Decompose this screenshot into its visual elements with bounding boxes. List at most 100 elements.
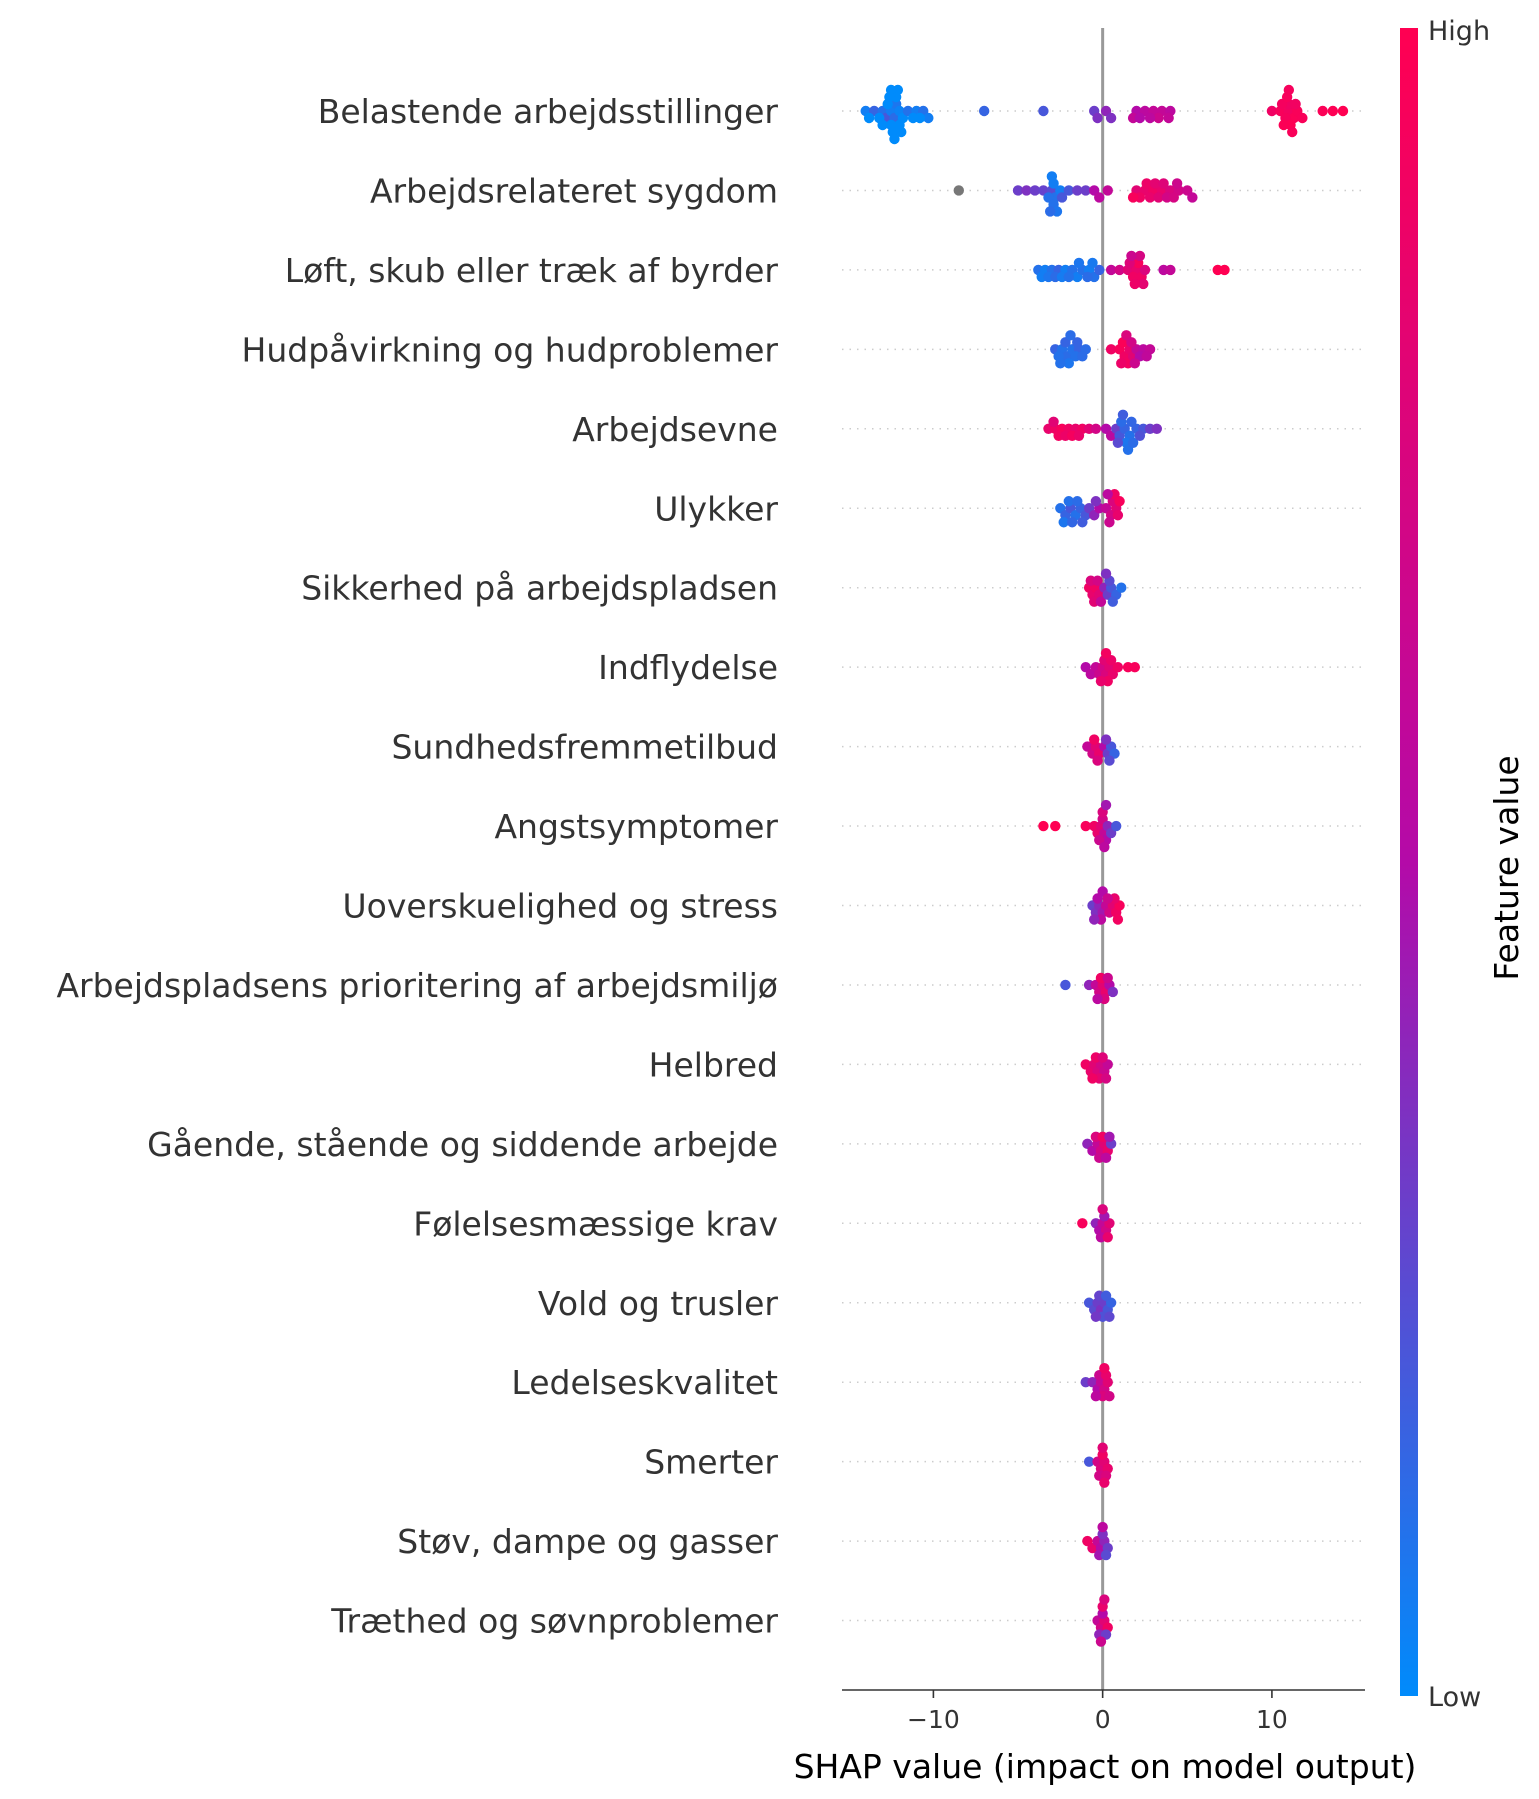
data-point [1165,264,1176,276]
data-point [1117,409,1129,420]
colorbar-low-label: Low [1428,1682,1481,1713]
feature-label: Angstsymptomer [494,807,778,846]
data-point [1102,972,1113,984]
data-point [1317,105,1328,117]
feature-label: Følelsesmæssige krav [413,1204,778,1243]
data-point [889,133,900,145]
data-point [1129,661,1141,673]
data-point [1082,271,1093,283]
data-point [1063,271,1075,283]
scatter-points [860,84,1349,1647]
data-point [1104,1311,1115,1322]
data-point [1105,264,1117,276]
data-point [1094,192,1105,203]
data-point [1104,755,1115,766]
feature-label: Løft, skub eller træk af byrder [285,251,779,290]
data-point [1063,496,1075,507]
data-point [1056,192,1068,203]
feature-label: Ledelseskvalitet [511,1363,778,1402]
data-point [1116,582,1127,593]
data-point [1158,178,1169,189]
data-point [1126,250,1137,262]
data-point [1105,112,1117,124]
data-point [1116,358,1127,369]
data-point [1327,105,1339,117]
feature-label: Arbejdspladsens prioritering af arbejdsm… [56,966,778,1005]
feature-label: Sundhedsfremmetilbud [391,728,778,767]
data-point [1283,84,1295,96]
data-point [1044,206,1056,217]
data-point [1112,510,1124,521]
data-point [923,112,934,124]
data-point [1112,437,1124,448]
data-point [1134,112,1146,124]
data-point [1149,178,1161,189]
data-point [1107,986,1119,998]
x-axis-title: SHAP value (impact on model output) [794,1747,1417,1786]
data-point [1072,496,1083,507]
data-point [1219,264,1230,276]
data-point [1287,126,1298,138]
x-tick-label: −10 [907,1705,960,1734]
data-point [1097,1204,1108,1215]
data-point [1046,171,1058,182]
data-point [1092,112,1103,124]
data-point [1080,820,1091,832]
data-point [1114,496,1125,507]
data-point [884,91,895,103]
data-point [1112,661,1124,673]
data-point [1107,596,1119,607]
data-point [1105,344,1117,355]
colorbar-high-label: High [1428,16,1490,47]
data-point [1100,568,1112,579]
data-point [1141,178,1152,189]
data-point [1092,993,1103,1005]
data-point [1297,112,1308,124]
data-point [1063,358,1075,369]
data-point [1095,596,1107,607]
data-point [1099,1363,1110,1374]
data-point [1048,416,1059,427]
feature-label: Gående, stående og siddende arbejde [147,1125,778,1164]
data-point [1100,1549,1112,1561]
data-point [1290,98,1301,110]
data-point [1104,517,1115,528]
data-point [1087,1073,1098,1084]
data-point [1127,437,1139,448]
data-point [1090,496,1102,507]
data-point [1055,358,1066,369]
feature-label: Vold og trusler [538,1284,779,1323]
colorbar-title: Feature value [1487,755,1526,980]
data-point [1099,1477,1110,1488]
data-point [1102,489,1113,500]
data-point [953,185,964,196]
colorbar-gradient [1400,28,1418,1696]
data-point [1090,1391,1102,1402]
data-point [1139,264,1151,276]
colorbar: High Low Feature value [1400,16,1526,1713]
data-point [1077,351,1088,362]
data-point [1127,192,1139,203]
data-point [877,119,888,131]
data-point [1092,755,1103,766]
data-point [1153,192,1164,203]
data-point [1110,820,1122,832]
feature-label: Arbejdsevne [572,410,778,449]
data-point [1066,517,1078,528]
x-tick-label: 10 [1256,1705,1288,1734]
data-point [1050,820,1061,832]
feature-label: Indflydelse [598,648,778,687]
data-point [1163,112,1174,124]
data-point [1072,337,1083,348]
data-point [1100,1290,1112,1301]
data-point [1144,112,1156,124]
data-point [1080,185,1091,196]
data-point [1088,914,1100,925]
data-point [1077,517,1088,528]
data-point [1073,430,1085,441]
data-point [1100,647,1112,659]
data-point [1083,1456,1095,1467]
data-point [1077,1218,1088,1229]
feature-label: Støv, dampe og gasser [397,1522,778,1561]
